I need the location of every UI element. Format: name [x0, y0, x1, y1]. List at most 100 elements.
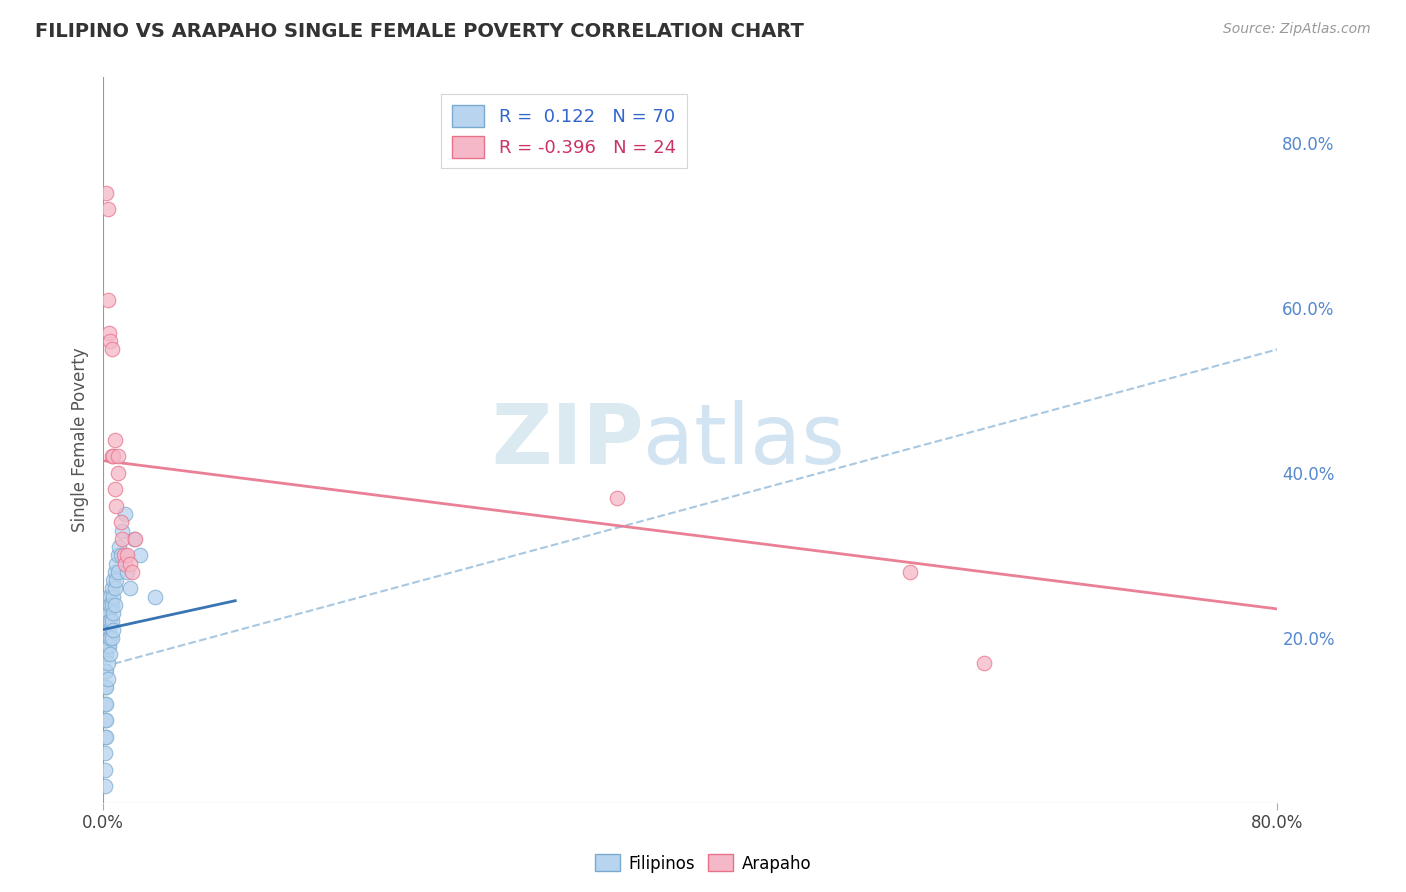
Point — [104, 582, 127, 596]
Point — [96, 202, 118, 217]
Point — [93, 697, 115, 711]
Point — [104, 433, 127, 447]
Point — [115, 549, 138, 563]
Point — [93, 647, 115, 661]
Point — [96, 631, 118, 645]
Point — [93, 713, 115, 727]
Point — [124, 532, 146, 546]
Point — [104, 598, 127, 612]
Point — [121, 565, 143, 579]
Point — [93, 623, 115, 637]
Text: Source: ZipAtlas.com: Source: ZipAtlas.com — [1223, 22, 1371, 37]
Legend: Filipinos, Arapaho: Filipinos, Arapaho — [588, 847, 818, 880]
Point — [103, 573, 125, 587]
Point — [114, 557, 136, 571]
Point — [93, 680, 115, 694]
Point — [94, 598, 117, 612]
Point — [100, 598, 122, 612]
Point — [98, 615, 121, 629]
Point — [107, 549, 129, 563]
Point — [94, 623, 117, 637]
Text: ZIP: ZIP — [491, 400, 644, 481]
Point — [96, 639, 118, 653]
Point — [94, 730, 117, 744]
Point — [100, 590, 122, 604]
Point — [108, 540, 131, 554]
Point — [98, 631, 121, 645]
Point — [96, 672, 118, 686]
Point — [100, 615, 122, 629]
Point — [104, 565, 127, 579]
Point — [118, 582, 141, 596]
Point — [606, 491, 628, 505]
Point — [96, 590, 118, 604]
Point — [93, 763, 115, 777]
Point — [101, 450, 124, 464]
Point — [94, 697, 117, 711]
Point — [900, 565, 922, 579]
Point — [111, 524, 134, 538]
Point — [96, 606, 118, 620]
Point — [103, 623, 125, 637]
Point — [96, 615, 118, 629]
Point — [104, 483, 127, 497]
Point — [94, 606, 117, 620]
Point — [105, 573, 128, 587]
Point — [101, 343, 124, 357]
Point — [973, 656, 995, 670]
Point — [98, 606, 121, 620]
Point — [94, 186, 117, 200]
Point — [93, 598, 115, 612]
Point — [94, 680, 117, 694]
Point — [115, 565, 138, 579]
Y-axis label: Single Female Poverty: Single Female Poverty — [72, 348, 89, 533]
Point — [98, 598, 121, 612]
Point — [93, 746, 115, 760]
Point — [98, 326, 121, 340]
Point — [100, 631, 122, 645]
Point — [94, 615, 117, 629]
Point — [103, 590, 125, 604]
Point — [118, 557, 141, 571]
Point — [93, 631, 115, 645]
Point — [96, 293, 118, 307]
Point — [94, 639, 117, 653]
Point — [107, 466, 129, 480]
Point — [93, 779, 115, 793]
Point — [93, 639, 115, 653]
Point — [107, 450, 129, 464]
Point — [101, 631, 124, 645]
Point — [101, 615, 124, 629]
Point — [96, 598, 118, 612]
Point — [122, 532, 145, 546]
Point — [98, 639, 121, 653]
Text: atlas: atlas — [644, 400, 845, 481]
Point — [110, 549, 132, 563]
Point — [103, 606, 125, 620]
Point — [96, 656, 118, 670]
Point — [101, 598, 124, 612]
Point — [112, 549, 135, 563]
Point — [111, 532, 134, 546]
Point — [94, 647, 117, 661]
Point — [93, 606, 115, 620]
Legend: R =  0.122   N = 70, R = -0.396   N = 24: R = 0.122 N = 70, R = -0.396 N = 24 — [441, 94, 686, 169]
Point — [105, 499, 128, 513]
Point — [114, 507, 136, 521]
Point — [94, 631, 117, 645]
Point — [94, 664, 117, 678]
Point — [103, 450, 125, 464]
Point — [110, 516, 132, 530]
Point — [101, 582, 124, 596]
Text: FILIPINO VS ARAPAHO SINGLE FEMALE POVERTY CORRELATION CHART: FILIPINO VS ARAPAHO SINGLE FEMALE POVERT… — [35, 22, 804, 41]
Point — [105, 557, 128, 571]
Point — [143, 590, 166, 604]
Point — [93, 615, 115, 629]
Point — [107, 565, 129, 579]
Point — [100, 647, 122, 661]
Point — [128, 549, 150, 563]
Point — [94, 713, 117, 727]
Point — [98, 623, 121, 637]
Point — [100, 334, 122, 348]
Point — [93, 664, 115, 678]
